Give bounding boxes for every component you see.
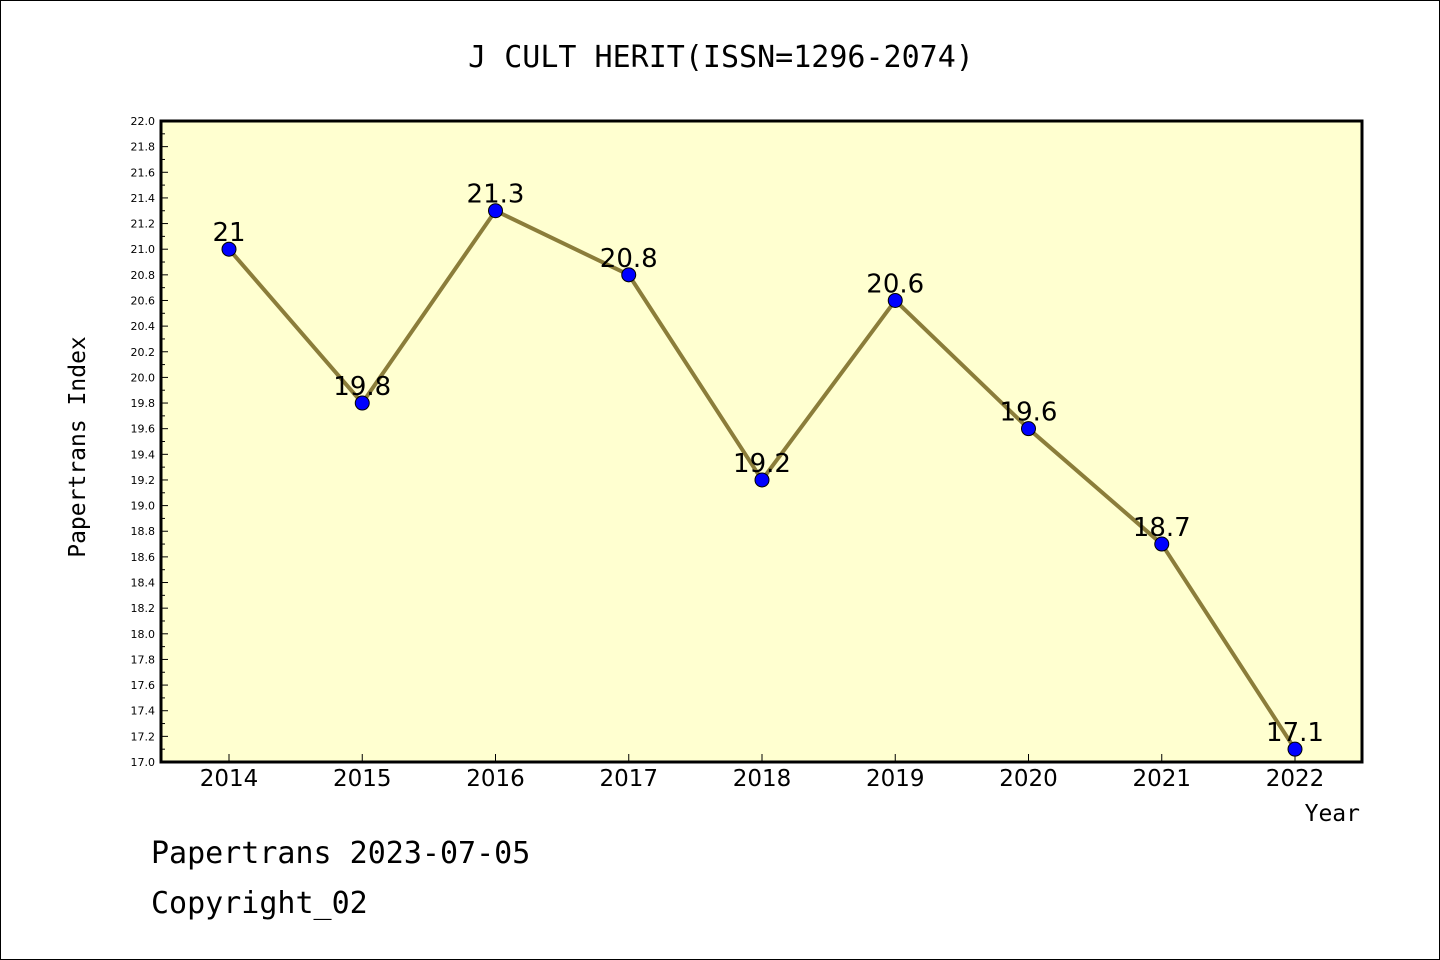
data-point bbox=[754, 472, 770, 488]
data-point bbox=[488, 203, 503, 219]
y-tick-label: 21.2 bbox=[131, 218, 156, 231]
y-axis-ticks: 17.0 17.2 17.4 17.6 17.8 18.0 18.2 18.4 18.6 18.8… bbox=[131, 115, 168, 769]
y-tick-label: 17.8 bbox=[131, 653, 156, 666]
data-label: 17.1 bbox=[1266, 718, 1324, 748]
data-label: 20.8 bbox=[600, 244, 658, 274]
data-point bbox=[887, 292, 903, 308]
y-tick-label: 21.4 bbox=[131, 192, 156, 205]
y-tick-label: 22.0 bbox=[131, 115, 156, 128]
x-tick-label: 2014 bbox=[200, 766, 259, 792]
plot-area bbox=[161, 121, 1362, 762]
y-tick-label: 21.6 bbox=[131, 166, 156, 179]
chart-title: J CULT HERIT(ISSN=1296-2074) bbox=[468, 40, 974, 75]
data-point bbox=[1021, 421, 1036, 437]
x-axis-label: Year bbox=[1305, 801, 1360, 827]
series-layer: 21 19.8 21.3 20.8 19.2 20.6 19.6 18.7 17.1 bbox=[212, 180, 1324, 757]
y-tick-label: 17.6 bbox=[131, 679, 156, 692]
plot-frame bbox=[159, 119, 1364, 764]
y-tick-label: 18.2 bbox=[131, 602, 156, 615]
y-tick-label: 20.0 bbox=[131, 371, 156, 384]
x-tick-label: 2015 bbox=[333, 766, 392, 792]
x-tick-label: 2020 bbox=[999, 766, 1058, 792]
y-tick-label: 20.8 bbox=[131, 269, 156, 282]
data-label: 19.2 bbox=[733, 449, 791, 479]
data-label: 21 bbox=[212, 218, 245, 248]
data-point bbox=[354, 395, 370, 411]
y-tick-label: 20.6 bbox=[131, 294, 156, 307]
x-axis-ticks: 2014 2015 2016 2017 2018 2019 2020 2021 2022 bbox=[200, 754, 1325, 792]
y-tick-label: 17.4 bbox=[131, 705, 156, 718]
x-tick-label: 2017 bbox=[599, 766, 658, 792]
x-tick-label: 2019 bbox=[866, 766, 925, 792]
y-tick-label: 18.4 bbox=[131, 577, 156, 590]
data-label: 19.8 bbox=[333, 372, 391, 402]
y-tick-label: 17.0 bbox=[131, 756, 156, 769]
y-tick-label: 21.8 bbox=[131, 141, 156, 154]
y-tick-label: 19.0 bbox=[131, 500, 156, 513]
y-tick-label: 18.6 bbox=[131, 551, 156, 564]
data-point bbox=[221, 241, 237, 257]
y-tick-label: 20.2 bbox=[131, 346, 156, 359]
y-axis-label: Papertrans Index bbox=[65, 336, 91, 558]
x-tick-label: 2022 bbox=[1266, 766, 1325, 792]
y-tick-label: 18.0 bbox=[131, 628, 156, 641]
y-tick-label: 19.6 bbox=[131, 423, 156, 436]
data-label: 18.7 bbox=[1133, 513, 1191, 543]
data-label: 21.3 bbox=[467, 180, 525, 210]
footer-copyright-text: Copyright_02 bbox=[151, 886, 368, 921]
y-tick-label: 19.8 bbox=[131, 397, 156, 410]
x-tick-label: 2018 bbox=[733, 766, 792, 792]
y-tick-label: 18.8 bbox=[131, 525, 156, 538]
data-point bbox=[1154, 536, 1170, 552]
x-tick-label: 2021 bbox=[1132, 766, 1191, 792]
data-label: 20.6 bbox=[866, 269, 924, 299]
data-label: 19.6 bbox=[1000, 398, 1058, 428]
x-tick-label: 2016 bbox=[466, 766, 525, 792]
y-tick-label: 17.2 bbox=[131, 730, 156, 743]
y-tick-label: 21.0 bbox=[131, 243, 156, 256]
data-point bbox=[621, 267, 637, 283]
data-point bbox=[1287, 741, 1303, 757]
y-tick-label: 19.2 bbox=[131, 474, 156, 487]
y-tick-label: 19.4 bbox=[131, 448, 156, 461]
footer-date-text: Papertrans 2023-07-05 bbox=[151, 836, 531, 871]
y-tick-label: 20.4 bbox=[131, 320, 156, 333]
